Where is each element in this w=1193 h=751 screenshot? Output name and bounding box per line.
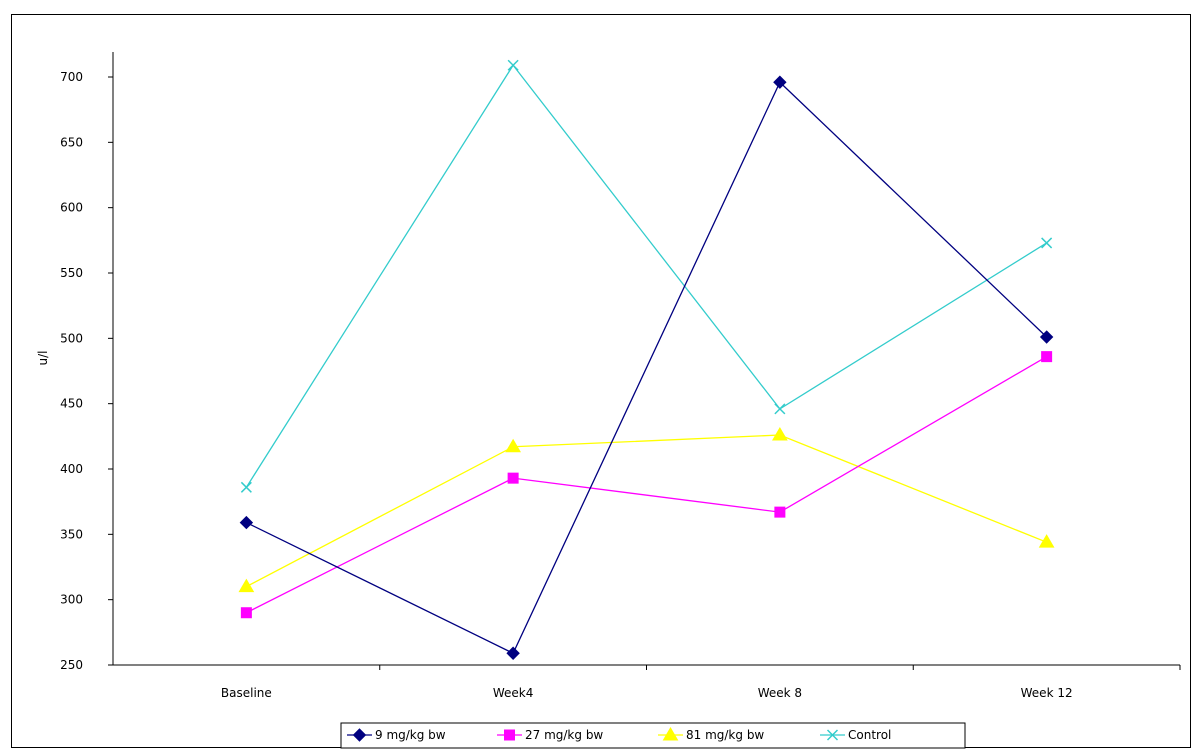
data-point-x [774, 403, 786, 415]
data-point-diamond [239, 515, 254, 530]
legend-box [340, 722, 966, 749]
legend-label: 27 mg/kg bw [525, 728, 603, 742]
data-point-triangle [238, 578, 255, 593]
legend-items: 9 mg/kg bw 27 mg/kg bw 81 mg/kg bw Control [347, 727, 891, 742]
series-2 [238, 427, 1055, 593]
legend-item: 27 mg/kg bw [497, 728, 603, 742]
legend-label: Control [848, 728, 891, 742]
y-tick-label: 300 [60, 593, 83, 607]
series-line [246, 356, 1047, 614]
y-tick-label: 400 [60, 462, 83, 476]
data-point-square [240, 607, 252, 619]
y-tick-label: 500 [60, 331, 83, 345]
legend-label: 9 mg/kg bw [375, 728, 446, 742]
data-point-x [240, 481, 252, 493]
data-point-square [774, 506, 786, 518]
data-point-triangle [772, 427, 788, 441]
data-point-diamond [1039, 330, 1054, 344]
data-point-triangle [505, 438, 521, 453]
y-tick-label: 550 [60, 266, 83, 280]
y-tick-label: 600 [60, 201, 83, 215]
x-tick-label: Week 12 [1021, 686, 1073, 700]
legend-item: Control [820, 728, 891, 742]
series-3 [240, 59, 1053, 493]
x-tick-label: Baseline [221, 686, 272, 700]
x-ticks: Baseline Week4 Week 8 Week 12 [221, 665, 1181, 700]
legend-marker-square [504, 729, 515, 741]
legend-marker-diamond [352, 728, 367, 742]
y-tick-label: 650 [60, 135, 83, 149]
series-line [246, 434, 1047, 588]
series-layer [238, 59, 1055, 660]
data-point-square [1041, 351, 1053, 363]
data-point-diamond [506, 646, 520, 660]
y-tick-label: 350 [60, 527, 83, 541]
x-tick-label: Week 8 [758, 686, 802, 700]
series-line [246, 81, 1048, 655]
legend: 9 mg/kg bw 27 mg/kg bw 81 mg/kg bw Control [340, 722, 966, 749]
legend-label: 81 mg/kg bw [686, 728, 764, 742]
series-1 [240, 351, 1053, 619]
y-tick-label: 250 [60, 658, 83, 672]
data-point-diamond [773, 75, 787, 89]
data-point-x [1041, 237, 1053, 249]
series-0 [239, 75, 1054, 660]
y-tick-label: 700 [60, 70, 83, 84]
data-point-triangle [1038, 534, 1055, 548]
data-point-square [507, 472, 519, 484]
chart-frame [11, 14, 1191, 748]
legend-item: 9 mg/kg bw [347, 728, 446, 742]
series-line [245, 64, 1047, 488]
y-ticks: 250 300 350 400 450 500 550 600 650 700 [60, 70, 113, 672]
data-point-x [507, 59, 519, 71]
legend-item: 81 mg/kg bw [658, 727, 764, 742]
y-axis-label: u/l [36, 351, 50, 366]
legend-marker-x [826, 729, 839, 741]
legend-marker-triangle [662, 727, 679, 741]
x-tick-label: Week4 [493, 686, 534, 700]
y-tick-label: 450 [60, 397, 83, 411]
